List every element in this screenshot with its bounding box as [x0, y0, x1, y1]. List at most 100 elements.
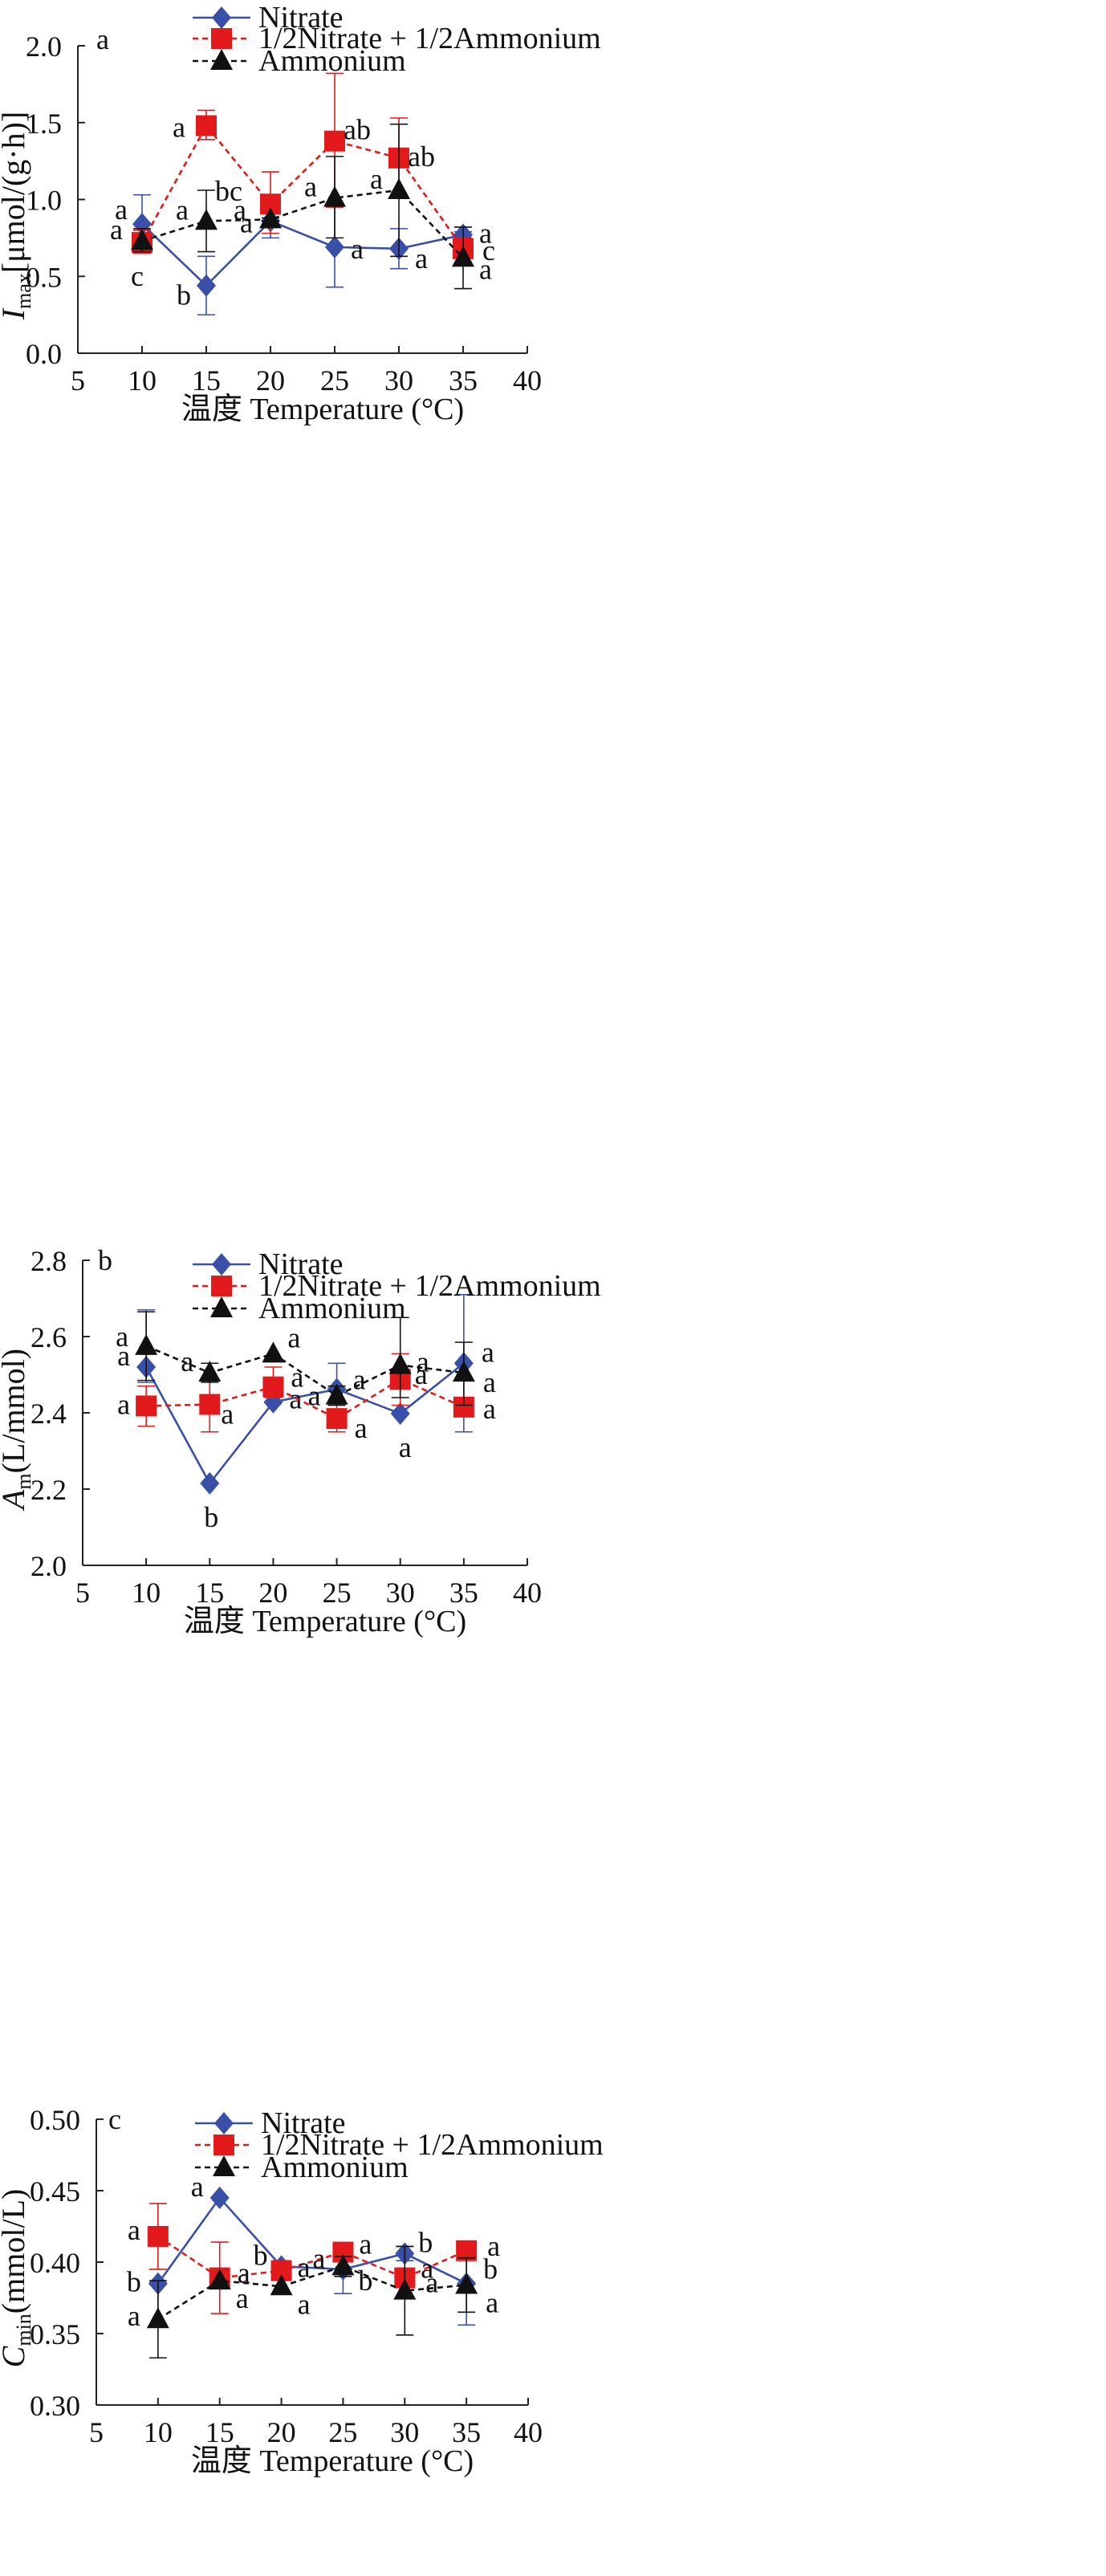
- y-tick-label: 1.0: [26, 185, 62, 217]
- series-line: [140, 124, 465, 250]
- significance-letter: a: [355, 1412, 368, 1444]
- significance-letter: a: [191, 2171, 204, 2203]
- significance-letter: a: [116, 1321, 128, 1353]
- y-tick-label: 0.0: [26, 338, 62, 370]
- x-tick-label: 10: [144, 2416, 173, 2448]
- y-tick-label: 0.35: [30, 2318, 80, 2350]
- series-line: [141, 219, 464, 287]
- significance-letter: a: [399, 1431, 412, 1463]
- significance-letter: ab: [344, 114, 371, 146]
- x-axis-label: 温度 Temperature (°C): [191, 2444, 474, 2478]
- y-tick-label: 0.50: [30, 2104, 80, 2136]
- y-tick-label: 2.8: [30, 1245, 67, 1277]
- significance-letter: a: [234, 193, 246, 226]
- significance-letter: a: [304, 171, 317, 203]
- legend-marker: [214, 2112, 234, 2134]
- y-tick-label: 1.5: [26, 108, 62, 140]
- significance-letter: a: [479, 218, 492, 250]
- x-tick-label: 10: [128, 364, 157, 397]
- significance-letter: a: [298, 2252, 311, 2284]
- data-point: [325, 235, 344, 258]
- legend-marker: [210, 49, 233, 70]
- chart-panel-b: 2.0 2.2 2.4 2.6 2.8 5 10 15 20 25 30 35 40 温度 Tempera…: [0, 1244, 601, 1638]
- legend-label: 1/2Nitrate + 1/2Ammonium: [258, 1269, 601, 1303]
- significance-letter: a: [287, 1321, 300, 1353]
- data-point: [195, 209, 218, 230]
- legend-marker: [212, 1253, 231, 1276]
- significance-letter: a: [351, 233, 364, 265]
- significance-letter: a: [240, 206, 253, 238]
- data-point: [262, 1376, 284, 1398]
- data-point: [331, 2254, 355, 2276]
- plot-area: 0.0 0.5 1.0 1.5 2.0 5 10 15 20 25 30 35 40 温度 Tempera…: [0, 1, 601, 426]
- significance-letter: a: [421, 2252, 433, 2285]
- data-point: [324, 130, 345, 152]
- x-tick-label: 20: [256, 364, 285, 397]
- significance-letter: a: [128, 2214, 140, 2246]
- legend-marker: [211, 28, 232, 49]
- legend-label: Ammonium: [261, 2151, 409, 2184]
- significance-letter: a: [221, 1398, 234, 1430]
- y-tick-label: 2.6: [30, 1321, 67, 1353]
- significance-letter: b: [358, 2265, 372, 2297]
- data-point: [393, 2278, 417, 2300]
- legend-label: 1/2Nitrate + 1/2Ammonium: [258, 22, 601, 55]
- x-tick-label: 35: [452, 2416, 481, 2448]
- y-tick-label: 0.45: [30, 2175, 80, 2208]
- x-tick-label: 5: [71, 364, 85, 397]
- x-tick-label: 30: [384, 364, 413, 397]
- y-axis-label: Am(L/mmol): [0, 1349, 35, 1512]
- data-point: [209, 2186, 230, 2209]
- data-point: [199, 1394, 221, 1415]
- legend-marker: [211, 1276, 232, 1296]
- significance-letter: a: [308, 1380, 321, 1412]
- y-tick-label: 0.5: [26, 261, 62, 293]
- data-point: [452, 246, 474, 267]
- data-point: [198, 1361, 222, 1382]
- x-tick-label: 30: [390, 2416, 419, 2448]
- series-line: [141, 189, 464, 259]
- significance-letter: a: [128, 2300, 140, 2332]
- y-tick-label: 2.4: [30, 1398, 67, 1430]
- x-axis-label: 温度 Temperature (°C): [181, 393, 464, 426]
- x-tick-label: 25: [320, 364, 349, 397]
- significance-letter: a: [115, 193, 128, 226]
- significance-letter: c: [131, 260, 144, 292]
- significance-letter: a: [181, 1345, 193, 1378]
- x-tick-label: 40: [514, 2416, 543, 2448]
- data-point: [197, 274, 216, 297]
- significance-letter: a: [291, 1361, 303, 1394]
- legend-marker: [213, 2134, 234, 2155]
- panel-label: a: [96, 23, 109, 55]
- x-tick-label: 40: [513, 364, 542, 397]
- data-point: [208, 2269, 231, 2290]
- significance-letter: a: [110, 214, 123, 246]
- y-tick-label: 2.2: [30, 1474, 67, 1506]
- data-point: [259, 207, 282, 229]
- x-tick-label: 5: [75, 1577, 90, 1609]
- significance-letter: ab: [408, 140, 435, 173]
- plot-area: 2.0 2.2 2.4 2.6 2.8 5 10 15 20 25 30 35 40 温度 Tempera…: [0, 1244, 601, 1638]
- legend-marker: [212, 6, 231, 29]
- data-point: [135, 1333, 158, 1355]
- y-tick-label: 2.0: [26, 31, 62, 63]
- x-tick-label: 15: [195, 1577, 224, 1609]
- y-tick-label: 0.30: [30, 2390, 80, 2422]
- legend-label: Nitrate: [258, 1247, 344, 1281]
- significance-letter: a: [482, 1336, 494, 1368]
- panel-label: b: [98, 1244, 112, 1276]
- data-point: [146, 2307, 169, 2329]
- legend-label: Nitrate: [258, 1, 344, 35]
- legend-label: 1/2Nitrate + 1/2Ammonium: [261, 2128, 604, 2162]
- x-tick-label: 20: [267, 2416, 296, 2448]
- significance-letter: bc: [215, 175, 242, 207]
- data-point: [147, 2225, 169, 2247]
- significance-letter: a: [173, 112, 185, 144]
- x-tick-label: 30: [386, 1577, 415, 1609]
- x-tick-label: 25: [323, 1577, 352, 1609]
- y-axis-label: Cmin(mmol/L): [0, 2189, 35, 2368]
